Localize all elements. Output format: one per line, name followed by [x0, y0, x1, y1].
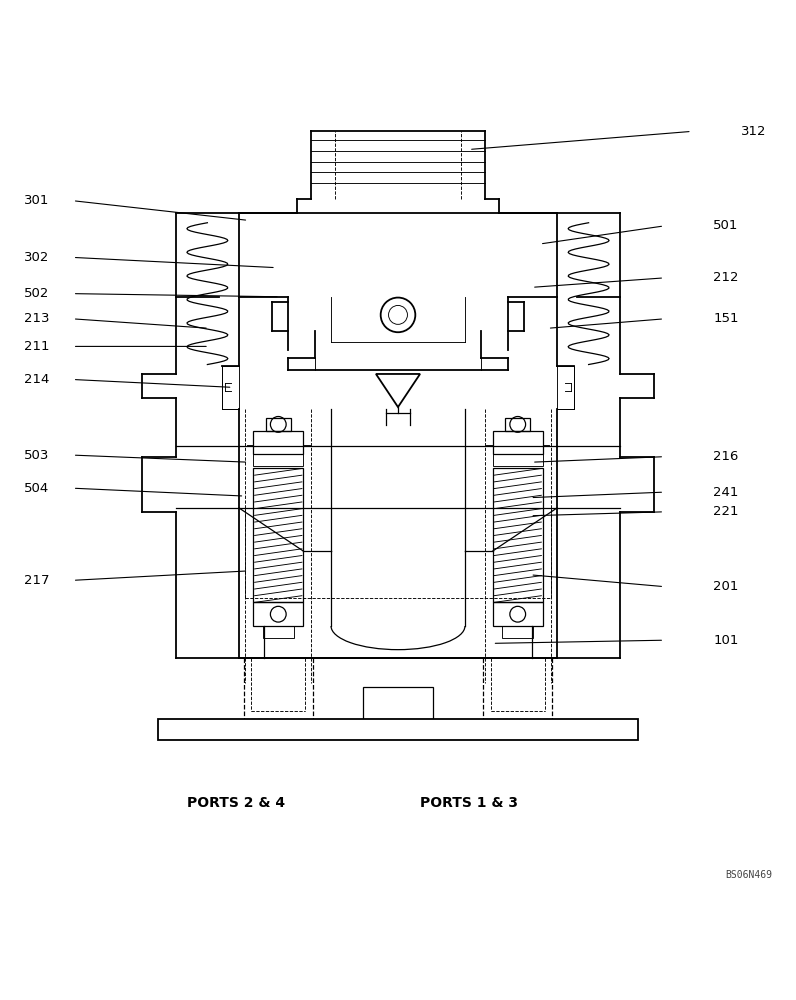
Text: 301: 301	[24, 194, 49, 207]
Text: 504: 504	[24, 482, 49, 495]
Bar	[253, 602, 303, 626]
Text: 201: 201	[713, 580, 739, 593]
Text: 312: 312	[740, 125, 766, 138]
Bar	[493, 431, 543, 454]
Text: 101: 101	[713, 634, 739, 647]
Bar	[253, 468, 303, 602]
Text: 216: 216	[713, 450, 739, 463]
Text: 221: 221	[713, 505, 739, 518]
Bar	[557, 366, 575, 409]
Text: 214: 214	[24, 373, 49, 386]
Bar	[362, 687, 434, 719]
Bar	[502, 626, 533, 638]
Bar	[493, 454, 543, 466]
Bar	[158, 719, 638, 740]
Text: 211: 211	[24, 340, 49, 353]
Text: 151: 151	[713, 312, 739, 325]
Text: BS06N469: BS06N469	[725, 870, 772, 880]
Bar	[493, 468, 543, 602]
Text: PORTS 1 & 3: PORTS 1 & 3	[420, 796, 518, 810]
Text: 241: 241	[713, 486, 739, 499]
Text: 217: 217	[24, 574, 49, 587]
Text: 502: 502	[24, 287, 49, 300]
Text: 503: 503	[24, 449, 49, 462]
Bar	[253, 431, 303, 454]
Bar	[253, 454, 303, 466]
Text: 212: 212	[713, 271, 739, 284]
Bar	[263, 626, 294, 638]
Bar	[266, 418, 291, 431]
Text: PORTS 2 & 4: PORTS 2 & 4	[188, 796, 286, 810]
Text: 302: 302	[24, 251, 49, 264]
Text: 501: 501	[713, 219, 739, 232]
Bar	[221, 366, 239, 409]
Text: 213: 213	[24, 312, 49, 325]
Bar	[505, 418, 530, 431]
Bar	[493, 602, 543, 626]
